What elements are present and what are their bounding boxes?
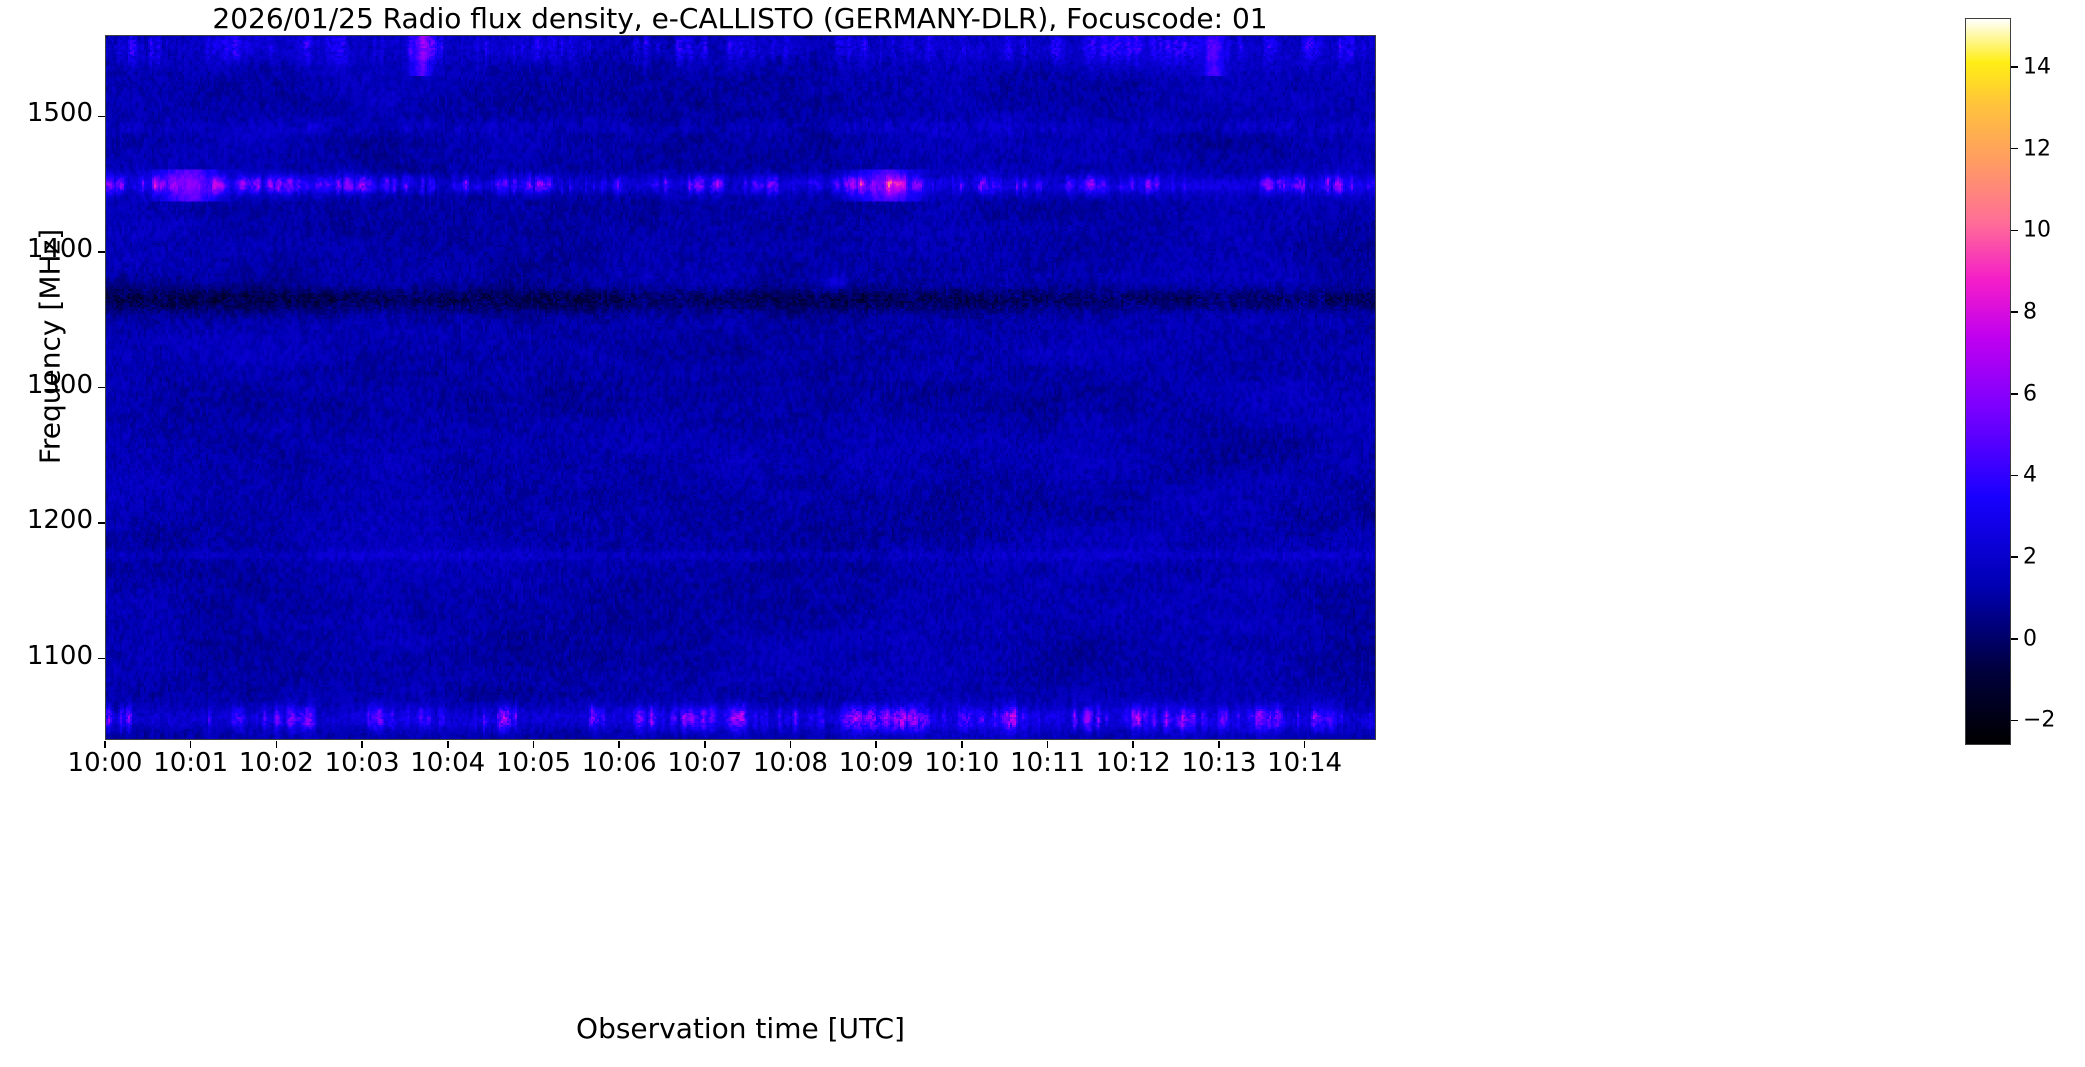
colorbar-tick-label: −2 xyxy=(2023,707,2056,733)
y-tick-label: 1300 xyxy=(26,369,93,400)
x-tick-label: 10:02 xyxy=(238,748,314,778)
colorbar-tick-mark xyxy=(2011,311,2018,313)
y-tick-label: 1400 xyxy=(26,233,93,264)
colorbar[interactable] xyxy=(1965,18,2011,745)
x-tick-label: 10:09 xyxy=(838,748,914,778)
x-tick-label: 10:03 xyxy=(324,748,400,778)
colorbar-tick-label: 14 xyxy=(2023,54,2051,80)
colorbar-tick-mark xyxy=(2011,66,2018,68)
x-tick-mark xyxy=(1132,741,1135,748)
y-tick-mark xyxy=(98,115,105,118)
x-tick-label: 10:04 xyxy=(410,748,486,778)
colorbar-gradient xyxy=(1965,18,2011,745)
colorbar-tick-mark xyxy=(2011,719,2018,722)
colorbar-tick-mark xyxy=(2011,147,2018,150)
y-axis-label: Frequency [MHz] xyxy=(33,228,67,465)
y-tick-mark xyxy=(98,522,105,524)
y-tick-label: 1100 xyxy=(26,640,93,671)
x-tick-mark xyxy=(361,741,363,748)
x-tick-label: 10:11 xyxy=(1010,748,1085,778)
x-tick-label: 10:00 xyxy=(67,748,143,778)
y-tick-label: 1500 xyxy=(26,98,93,129)
x-tick-mark xyxy=(1046,741,1049,748)
colorbar-tick-label: 6 xyxy=(2023,381,2037,407)
x-tick-mark xyxy=(532,741,535,748)
spectrogram-canvas xyxy=(106,36,1375,739)
colorbar-tick-mark xyxy=(2011,392,2018,395)
x-tick-mark xyxy=(104,741,106,748)
x-tick-label: 10:12 xyxy=(1095,748,1171,778)
x-tick-label: 10:07 xyxy=(667,748,743,778)
colorbar-tick-label: 4 xyxy=(2023,462,2037,488)
x-tick-label: 10:14 xyxy=(1267,748,1343,778)
colorbar-tick-label: 12 xyxy=(2023,136,2051,162)
spectrogram-image xyxy=(106,36,1375,739)
x-tick-mark xyxy=(189,741,192,748)
colorbar-tick-mark xyxy=(2011,556,2018,558)
colorbar-tick-label: 10 xyxy=(2023,217,2051,243)
x-tick-mark xyxy=(961,741,963,748)
x-tick-label: 10:13 xyxy=(1181,748,1257,778)
x-axis-label: Observation time [UTC] xyxy=(576,1012,905,1045)
x-tick-label: 10:10 xyxy=(924,748,1000,778)
y-tick-mark xyxy=(98,251,105,253)
y-tick-mark xyxy=(98,386,105,389)
colorbar-tick-mark xyxy=(2011,229,2018,232)
x-tick-mark xyxy=(1218,741,1220,748)
colorbar-tick-label: 8 xyxy=(2023,299,2037,325)
x-tick-label: 10:05 xyxy=(495,748,571,778)
y-tick-mark xyxy=(98,657,105,660)
colorbar-tick-label: 0 xyxy=(2023,626,2037,652)
x-tick-mark xyxy=(1303,741,1306,748)
colorbar-tick-label: 2 xyxy=(2023,544,2037,570)
x-tick-label: 10:01 xyxy=(153,748,229,778)
x-tick-mark xyxy=(703,741,706,748)
x-tick-mark xyxy=(618,741,620,748)
spectrogram-axes[interactable] xyxy=(105,35,1376,740)
x-tick-mark xyxy=(275,741,278,748)
figure-title: 2026/01/25 Radio flux density, e-CALLIST… xyxy=(212,2,1268,35)
x-tick-mark xyxy=(446,741,449,748)
x-tick-mark xyxy=(875,741,877,748)
x-tick-label: 10:08 xyxy=(753,748,828,778)
x-tick-mark xyxy=(789,741,792,748)
y-tick-label: 1200 xyxy=(26,505,93,536)
colorbar-tick-mark xyxy=(2011,474,2018,477)
colorbar-tick-mark xyxy=(2011,638,2018,640)
x-tick-label: 10:06 xyxy=(581,748,657,778)
